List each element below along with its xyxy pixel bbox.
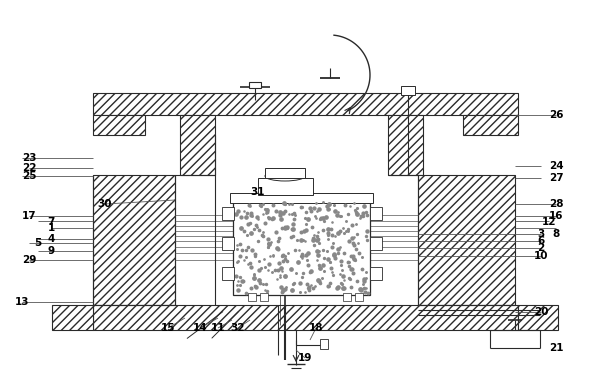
Bar: [248, 293, 256, 301]
Text: 2: 2: [537, 243, 544, 253]
Text: 11: 11: [211, 323, 226, 333]
Text: 9: 9: [48, 246, 55, 256]
Bar: [249, 82, 261, 88]
Text: 3: 3: [537, 229, 544, 239]
Bar: [93, 115, 145, 135]
Text: 13: 13: [15, 297, 29, 307]
Bar: [222, 267, 234, 280]
Bar: [258, 178, 313, 195]
Text: 29: 29: [22, 255, 36, 265]
Bar: [52, 305, 93, 330]
Text: 22: 22: [22, 163, 36, 173]
Text: 5: 5: [35, 238, 42, 248]
Bar: [370, 207, 382, 220]
Text: 31: 31: [250, 187, 265, 197]
Text: 1: 1: [48, 223, 55, 233]
Bar: [260, 293, 268, 301]
Text: 7: 7: [48, 217, 55, 227]
Text: 12: 12: [542, 217, 556, 227]
Text: 20: 20: [534, 307, 548, 317]
Text: 6: 6: [537, 236, 544, 246]
Text: 30: 30: [98, 199, 112, 209]
Text: 10: 10: [534, 251, 548, 261]
Text: 18: 18: [309, 323, 323, 333]
Bar: [401, 86, 415, 95]
Text: 15: 15: [161, 323, 176, 333]
Text: 21: 21: [549, 343, 563, 353]
Ellipse shape: [265, 171, 305, 181]
Text: 8: 8: [552, 229, 560, 239]
Bar: [388, 115, 423, 175]
Bar: [93, 175, 175, 305]
Bar: [230, 193, 373, 203]
Bar: [463, 115, 518, 135]
Text: 17: 17: [21, 211, 36, 221]
Text: 4: 4: [48, 234, 55, 244]
Bar: [233, 200, 370, 295]
Text: 26: 26: [549, 110, 563, 120]
Bar: [343, 293, 351, 301]
Bar: [370, 237, 382, 250]
Bar: [265, 168, 305, 178]
Text: 25: 25: [22, 171, 36, 181]
Text: 14: 14: [193, 323, 207, 333]
Text: 24: 24: [549, 161, 563, 171]
Bar: [518, 305, 558, 330]
Text: 27: 27: [549, 173, 563, 183]
Bar: [370, 267, 382, 280]
Bar: [180, 115, 215, 175]
Bar: [93, 93, 518, 115]
Text: 16: 16: [549, 211, 563, 221]
Bar: [418, 175, 515, 305]
Bar: [355, 293, 363, 301]
Text: 19: 19: [298, 353, 312, 363]
Text: 23: 23: [22, 153, 36, 163]
Text: 32: 32: [231, 323, 245, 333]
Bar: [222, 237, 234, 250]
Bar: [93, 305, 518, 330]
Bar: [320, 339, 328, 349]
Bar: [222, 207, 234, 220]
Text: 28: 28: [549, 199, 563, 209]
